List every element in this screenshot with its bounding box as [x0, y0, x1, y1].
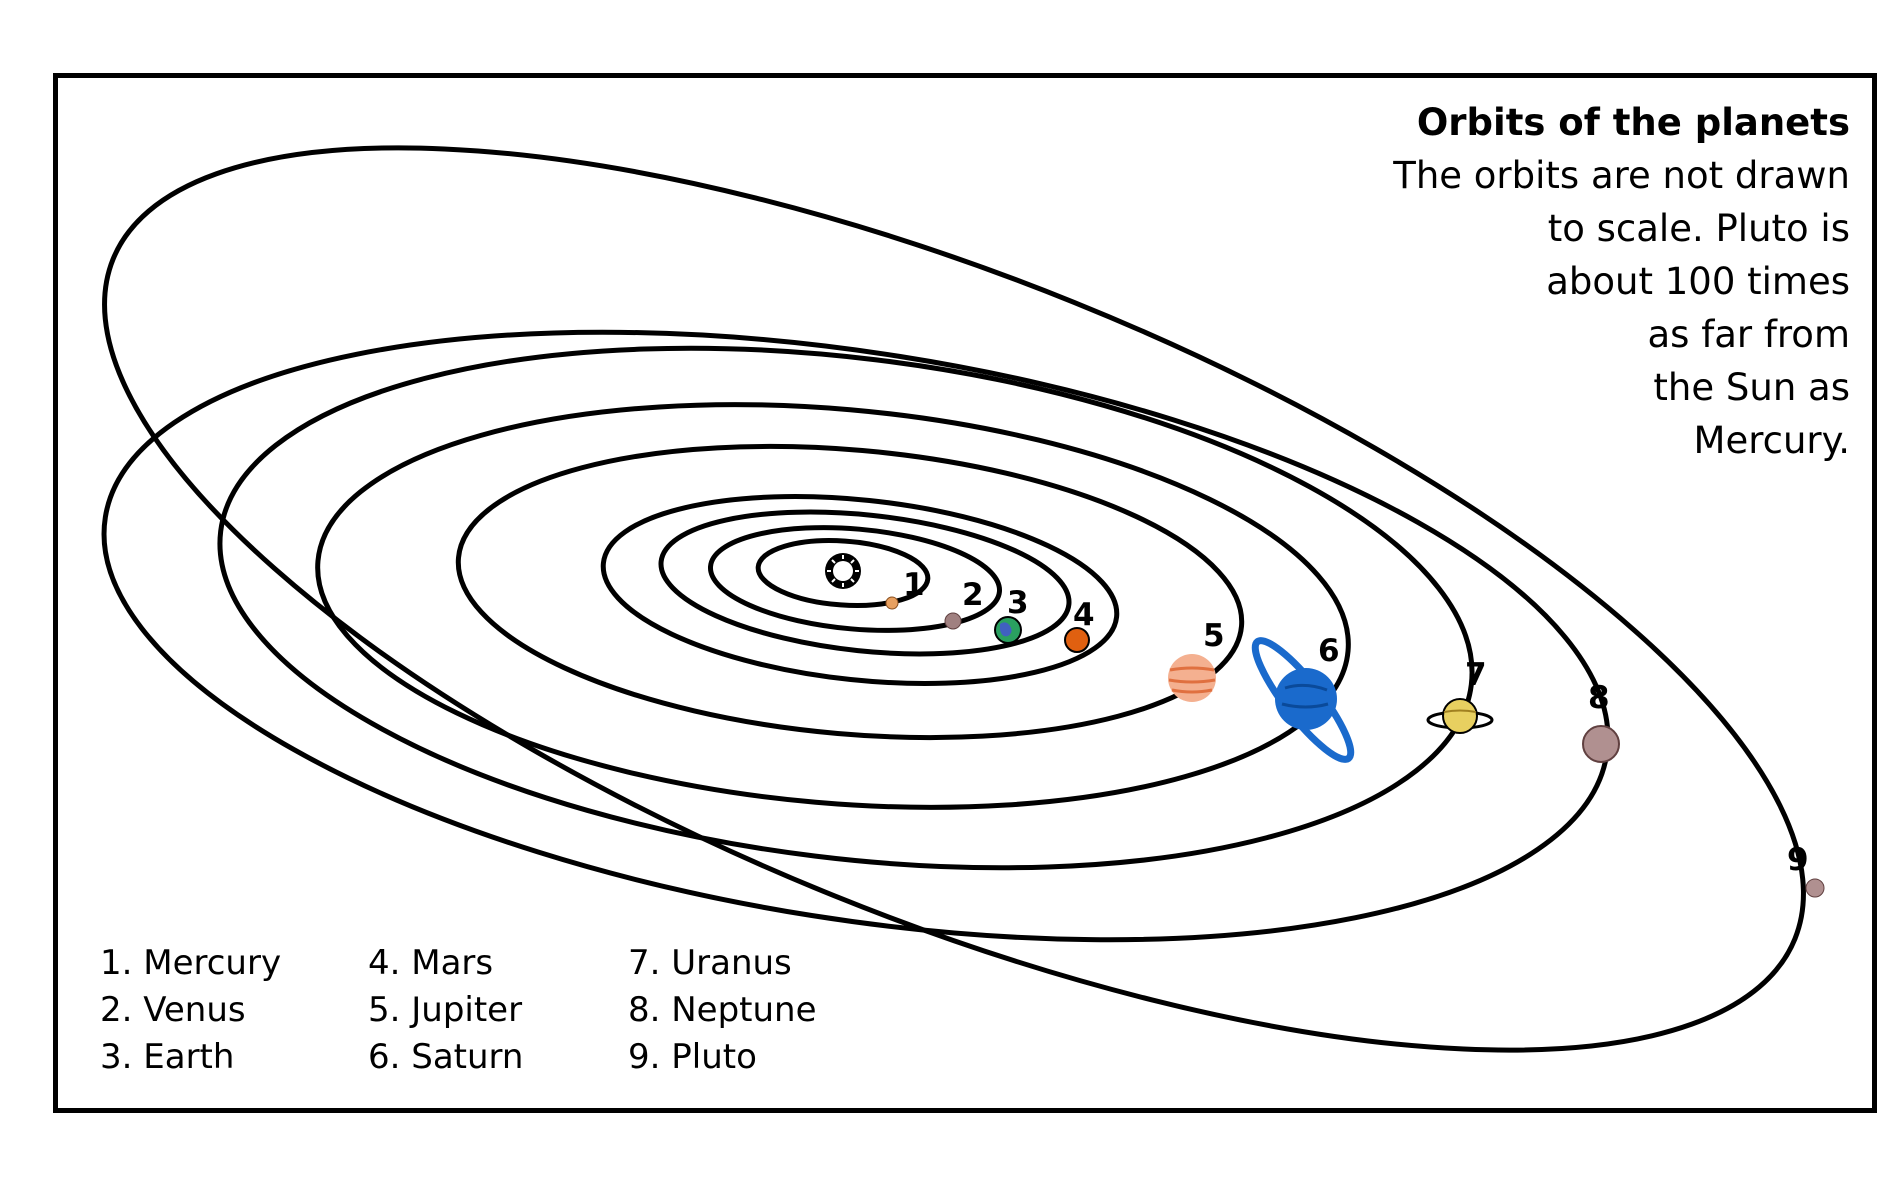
diagram-frame [53, 73, 1877, 1113]
legend-item: 1. Mercury [100, 943, 282, 983]
marker-6: 6 [1318, 633, 1340, 669]
pluto-icon [1805, 878, 1825, 898]
marker-9: 9 [1787, 842, 1809, 878]
explanatory-note: Orbits of the planets The orbits are not… [1290, 96, 1850, 467]
orbit-mars [600, 494, 1120, 686]
orbit-venus [707, 525, 1003, 633]
legend-item: 6. Saturn [368, 1037, 524, 1077]
uranus-icon [1426, 698, 1494, 734]
jupiter-icon [1168, 654, 1216, 702]
legend-column-3: 7. Uranus 8. Neptune 9. Pluto [628, 940, 817, 1081]
legend-item: 3. Earth [100, 1037, 235, 1077]
venus-icon [944, 612, 962, 630]
legend-item: 4. Mars [368, 943, 494, 983]
note-title: Orbits of the planets [1416, 101, 1850, 144]
orbit-mercury [755, 538, 931, 608]
note-line-2: to scale. Pluto is [1547, 207, 1850, 250]
orbit-uranus [217, 345, 1475, 871]
sun-icon [825, 553, 861, 589]
saturn-icon [1251, 637, 1355, 763]
marker-8: 8 [1588, 680, 1610, 716]
marker-2: 2 [962, 577, 984, 613]
legend-column-2: 4. Mars 5. Jupiter 6. Saturn [368, 940, 523, 1081]
legend-item: 2. Venus [100, 990, 246, 1030]
note-line-6: Mercury. [1693, 419, 1850, 462]
orbit-saturn [315, 402, 1351, 810]
legend-item: 5. Jupiter [368, 990, 523, 1030]
note-line-3: about 100 times [1546, 260, 1850, 303]
mars-icon [1064, 627, 1090, 653]
earth-icon [994, 616, 1022, 644]
legend-item: 7. Uranus [628, 943, 792, 983]
neptune-icon [1582, 725, 1620, 763]
orbit-jupiter [455, 443, 1245, 741]
marker-1: 1 [903, 567, 925, 603]
note-line-1: The orbits are not drawn [1393, 154, 1850, 197]
note-line-5: the Sun as [1653, 366, 1850, 409]
legend-item: 9. Pluto [628, 1037, 757, 1077]
marker-5: 5 [1203, 618, 1225, 654]
marker-7: 7 [1465, 657, 1487, 693]
legend-column-1: 1. Mercury 2. Venus 3. Earth [100, 940, 281, 1081]
mercury-icon [885, 596, 899, 610]
legend-item: 8. Neptune [628, 990, 817, 1030]
marker-3: 3 [1007, 585, 1029, 621]
note-line-4: as far from [1647, 313, 1851, 356]
marker-4: 4 [1073, 597, 1095, 633]
orbit-earth [658, 509, 1072, 657]
